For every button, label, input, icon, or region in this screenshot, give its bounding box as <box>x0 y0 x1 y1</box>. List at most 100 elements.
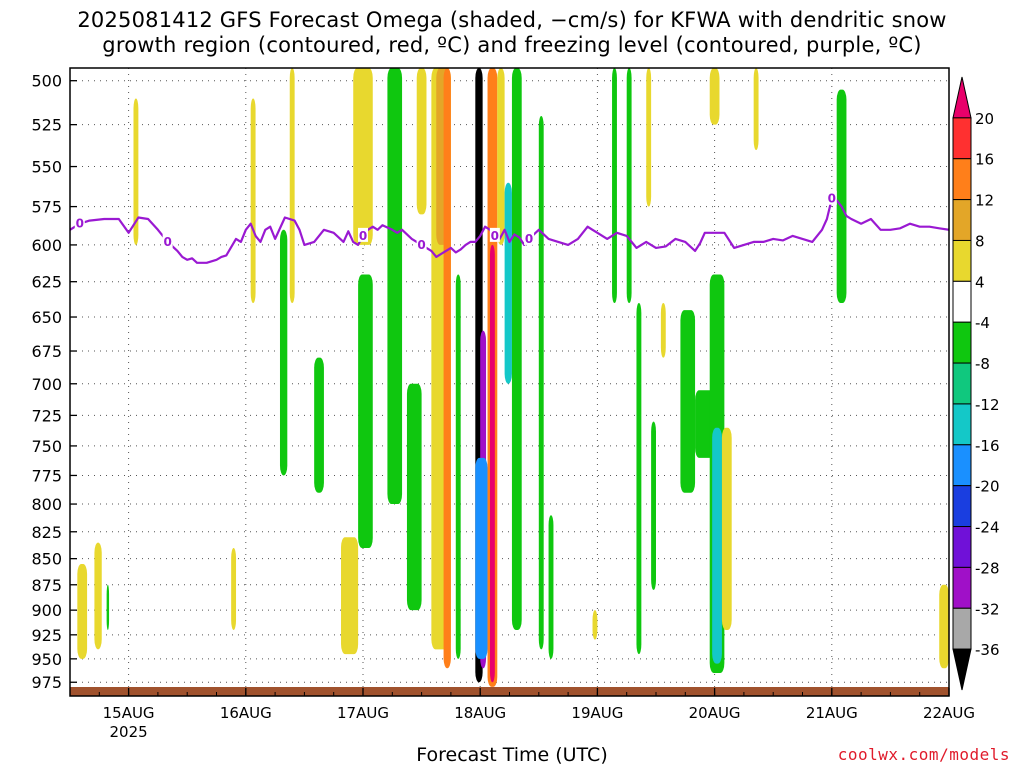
y-tick-label: 625 <box>31 273 62 292</box>
freezing-level-label: 0 <box>76 217 84 231</box>
y-tick-label: 550 <box>31 158 62 177</box>
contour-label-bg <box>416 236 427 251</box>
omega-shade-region <box>443 68 451 669</box>
y-tick-label: 825 <box>31 523 62 542</box>
omega-shade-region <box>721 427 732 630</box>
colorbar-swatch <box>952 158 972 201</box>
colorbar-label: -20 <box>975 478 1000 496</box>
colorbar-swatch <box>952 280 972 323</box>
omega-shade-region <box>497 68 505 245</box>
omega-shade-region <box>646 68 652 207</box>
omega-shade-region <box>475 457 488 659</box>
chart-title: 2025081412 GFS Forecast Omega (shaded, −… <box>0 8 1024 58</box>
omega-shade-region <box>106 584 110 630</box>
contour-label-bg <box>74 215 85 230</box>
y-tick-label: 700 <box>31 375 62 394</box>
contour-label-bg <box>358 227 368 242</box>
colorbar-label: 16 <box>975 151 994 169</box>
omega-shade-region <box>651 421 656 590</box>
colorbar-bottom-arrow <box>952 648 972 691</box>
freezing-level-label: 0 <box>163 235 171 249</box>
omega-shade-region <box>626 68 632 304</box>
x-tick-label: 18AUG <box>454 704 506 722</box>
contour-label-bg <box>489 227 500 242</box>
colorbar-swatch <box>952 566 972 609</box>
omega-shade-region <box>455 274 461 659</box>
ground-terrain <box>70 687 949 696</box>
freezing-level-label: 0 <box>525 232 533 246</box>
omega-shade-region <box>680 310 696 493</box>
y-tick-label: 975 <box>31 673 62 692</box>
y-tick-label: 950 <box>31 650 62 669</box>
y-tick-label: 725 <box>31 406 62 425</box>
x-tick-label: 19AUG <box>571 704 623 722</box>
omega-shade-region <box>548 515 554 659</box>
colorbar-label: 20 <box>975 110 994 128</box>
omega-shade-region <box>709 68 720 125</box>
omega-shade-region <box>416 68 427 215</box>
omega-shade-region <box>387 68 403 505</box>
colorbar-label: -32 <box>975 600 1000 618</box>
omega-shade-region <box>660 303 666 358</box>
omega-shade-region <box>636 303 642 655</box>
grid-lines <box>70 68 950 696</box>
y-tick-label: 925 <box>31 626 62 645</box>
y-tick-label: 500 <box>31 72 62 91</box>
colorbar-swatch <box>952 321 972 364</box>
omega-shade-region <box>939 584 949 669</box>
colorbar: 20 16 12 8 4 -4 -8 -12 -16 -20 -24 -28 -32 -36 <box>952 76 1000 691</box>
omega-shade-region <box>406 383 422 611</box>
y-tick-label: 600 <box>31 236 62 255</box>
x-tick-label: 21AUG <box>806 704 858 722</box>
omega-shade-region <box>592 610 598 640</box>
colorbar-swatch <box>952 362 972 405</box>
freezing-level-contour: 0 0 0 0 0 0 0 <box>70 190 949 264</box>
y-axis: 500 525 550 575 600 625 650 675 700 725 750 775 800 8… <box>31 72 77 692</box>
contour-label-bg <box>826 190 837 205</box>
x-tick-label: 22AUG <box>923 704 975 722</box>
y-tick-label: 575 <box>31 198 62 217</box>
freezing-level-label: 0 <box>491 229 499 243</box>
ground-surface <box>70 687 949 696</box>
title-line-2: growth region (contoured, red, ºC) and f… <box>102 33 922 57</box>
colorbar-label: 12 <box>975 192 994 210</box>
omega-shade-region <box>279 229 288 476</box>
freezing-level-label: 0 <box>828 192 836 206</box>
colorbar-label: -12 <box>975 396 1000 414</box>
colorbar-swatch <box>952 444 972 487</box>
x-axis-title: Forecast Time (UTC) <box>416 744 608 766</box>
colorbar-swatch <box>952 485 972 528</box>
y-tick-label: 775 <box>31 466 62 485</box>
omega-shade-region <box>341 537 359 655</box>
omega-shade-region <box>77 563 88 659</box>
x-tick-label: 20AUG <box>689 704 741 722</box>
omega-shade-region <box>353 68 373 245</box>
omega-shade-region <box>538 116 544 650</box>
colorbar-label: -36 <box>975 641 1000 659</box>
omega-shade-region <box>511 68 522 630</box>
omega-shade-region <box>612 68 617 304</box>
colorbar-label: 8 <box>975 232 985 250</box>
contour-label-bg <box>524 230 535 245</box>
colorbar-label: -16 <box>975 437 1000 455</box>
colorbar-swatch <box>952 117 972 160</box>
omega-shade-region <box>133 98 139 245</box>
colorbar-swatch <box>952 526 972 568</box>
freezing-level-label: 0 <box>359 229 367 243</box>
colorbar-label: -28 <box>975 559 1000 577</box>
x-tick-label: 17AUG <box>337 704 389 722</box>
x-tick-label: 15AUG <box>103 704 155 722</box>
omega-shade-region <box>489 244 495 683</box>
omega-shading <box>77 68 949 687</box>
freezing-level-label: 0 <box>417 238 425 252</box>
colorbar-label: -4 <box>975 314 990 332</box>
y-tick-label: 875 <box>31 576 62 595</box>
colorbar-swatch <box>952 403 972 446</box>
omega-shade-region <box>94 542 102 650</box>
site-credit: coolwx.com/models <box>837 745 1010 764</box>
y-tick-label: 650 <box>31 308 62 327</box>
y-tick-label: 750 <box>31 437 62 456</box>
omega-shade-region <box>504 182 512 384</box>
omega-shade-region <box>231 548 237 630</box>
